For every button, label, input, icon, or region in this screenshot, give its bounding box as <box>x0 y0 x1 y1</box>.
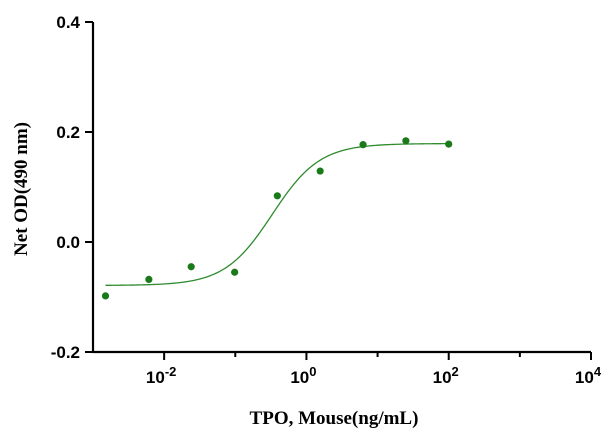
x-tick-label-0: 10-2 <box>146 364 176 387</box>
data-points <box>101 137 453 300</box>
data-point-6 <box>359 141 367 149</box>
y-tick-label-3: 0.4 <box>56 13 80 32</box>
fit-curve-0 <box>105 142 449 286</box>
x-tick-label-2: 102 <box>433 364 459 387</box>
x-tick-label-3: 104 <box>575 364 602 387</box>
x-axis-title: TPO, Mouse(ng/mL) <box>250 408 419 429</box>
x-tick-label-1: 100 <box>290 364 316 387</box>
y-tick-label-0: -0.2 <box>51 343 80 362</box>
data-point-0 <box>101 292 110 300</box>
y-axis-ticks: -0.2 0.0 0.2 0.4 <box>51 13 93 362</box>
data-point-7 <box>402 137 410 145</box>
fit-curves <box>105 142 449 286</box>
data-point-3 <box>231 268 239 276</box>
data-point-5 <box>316 167 324 175</box>
x-axis-ticks: 10-2 100 102 104 <box>146 352 602 387</box>
y-tick-label-2: 0.2 <box>56 123 80 142</box>
axes <box>91 22 591 354</box>
y-tick-label-1: 0.0 <box>56 233 80 252</box>
data-point-8 <box>445 140 453 148</box>
y-axis-title: Net OD(490 nm) <box>11 122 32 256</box>
data-point-1 <box>145 275 153 283</box>
data-point-2 <box>187 263 195 271</box>
data-point-4 <box>273 192 281 200</box>
